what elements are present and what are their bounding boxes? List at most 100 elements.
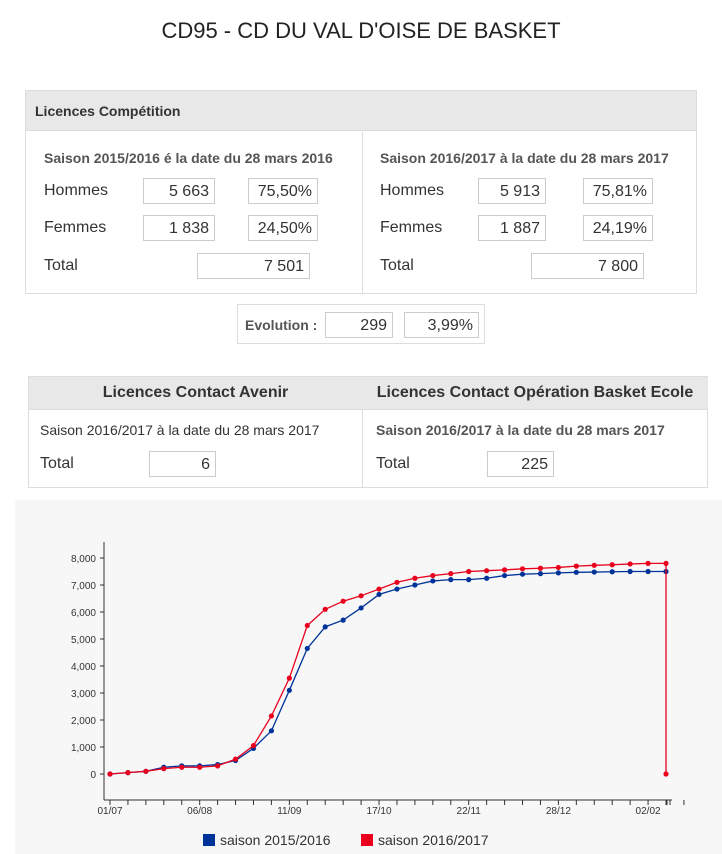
- men-percent-field: 75,50%: [248, 178, 318, 204]
- ecole-cell: Saison 2016/2017 à la date du 28 mars 20…: [362, 409, 708, 488]
- y-tick-label: 2,000: [71, 716, 96, 727]
- data-point: [394, 579, 400, 585]
- data-point: [412, 575, 418, 581]
- data-point: [484, 575, 490, 581]
- data-point: [627, 568, 633, 575]
- data-point: [573, 569, 579, 575]
- contact-panel: Licences Contact Avenir Licences Contact…: [28, 376, 708, 488]
- legend-swatch-2016: [361, 834, 373, 846]
- data-point: [466, 577, 472, 583]
- y-tick-label: 3,000: [71, 689, 96, 700]
- data-point: [286, 687, 292, 693]
- total-field: 7 501: [197, 253, 310, 279]
- data-point: [484, 568, 490, 574]
- data-point: [143, 768, 149, 774]
- competition-header: Licences Compétition: [26, 91, 696, 131]
- data-point: [322, 606, 328, 612]
- data-point: [466, 568, 472, 575]
- x-tick-label: 01/07: [97, 806, 122, 817]
- season-2015-title: Saison 2015/2016 é la date du 28 mars 20…: [44, 150, 333, 166]
- avenir-total-field: 6: [149, 451, 216, 477]
- data-point: [286, 675, 292, 681]
- women-label: Femmes: [380, 219, 443, 236]
- data-point: [591, 569, 597, 575]
- women-count-field: 1 838: [143, 215, 215, 241]
- data-point: [179, 764, 185, 770]
- evolution-label: Evolution :: [245, 317, 318, 333]
- avenir-total-label: Total: [40, 455, 74, 472]
- data-point: [304, 645, 310, 652]
- x-tick-label: 06/08: [187, 806, 212, 817]
- y-tick-label: 8,000: [71, 554, 96, 565]
- women-count-field: 1 887: [478, 215, 546, 241]
- data-point: [448, 571, 454, 577]
- data-point: [268, 728, 275, 734]
- chart-area: [15, 500, 722, 854]
- data-point: [394, 586, 400, 592]
- legend-swatch-2015: [203, 834, 215, 846]
- season-2016-title: Saison 2016/2017 à la date du 28 mars 20…: [380, 150, 669, 166]
- competition-panel: Licences Compétition Saison 2015/2016 é …: [25, 90, 697, 294]
- legend-label-2016: saison 2016/2017: [378, 832, 489, 848]
- y-tick-label: 4,000: [71, 662, 96, 673]
- x-tick-label: 02/02: [636, 806, 661, 817]
- data-point: [376, 591, 382, 598]
- data-point: [627, 561, 633, 567]
- data-point: [161, 766, 167, 772]
- data-point: [663, 560, 669, 567]
- data-point: [430, 578, 436, 584]
- avenir-season: Saison 2016/2017 à la date du 28 mars 20…: [40, 422, 320, 438]
- men-percent-field: 75,81%: [583, 178, 653, 204]
- data-point: [501, 567, 508, 573]
- evolution-box: Evolution : 299 3,99%: [237, 304, 485, 344]
- women-percent-field: 24,50%: [248, 215, 318, 241]
- legend-item-2015[interactable]: saison 2015/2016: [203, 832, 331, 848]
- data-point: [573, 563, 579, 569]
- y-tick-label: 7,000: [71, 581, 96, 592]
- data-point: [358, 593, 364, 599]
- women-percent-field: 24,19%: [583, 215, 653, 241]
- data-point: [609, 562, 615, 568]
- data-point: [555, 570, 561, 576]
- data-point: [645, 560, 651, 567]
- x-tick-label: 17/10: [367, 806, 392, 817]
- data-point: [537, 565, 544, 571]
- x-tick-label: 28/12: [546, 806, 571, 817]
- men-label: Hommes: [44, 182, 109, 199]
- data-point: [430, 572, 436, 579]
- data-point: [412, 582, 418, 588]
- series-line-1: [109, 562, 667, 775]
- men-count-field: 5 663: [143, 178, 215, 204]
- legend-item-2016[interactable]: saison 2016/2017: [361, 832, 489, 848]
- avenir-cell: Saison 2016/2017 à la date du 28 mars 20…: [29, 409, 362, 488]
- data-point: [107, 771, 113, 777]
- data-point: [322, 624, 328, 630]
- data-point: [537, 571, 544, 577]
- total-label: Total: [44, 257, 78, 274]
- data-point: [215, 763, 221, 769]
- data-point: [304, 622, 310, 629]
- data-point: [340, 598, 346, 604]
- page-title: CD95 - CD DU VAL D'OISE DE BASKET: [161, 18, 561, 43]
- men-label: Hommes: [380, 182, 445, 199]
- ecole-season: Saison 2016/2017 à la date du 28 mars 20…: [376, 422, 665, 438]
- data-point: [250, 743, 257, 749]
- total-field: 7 800: [531, 253, 644, 279]
- data-point: [645, 568, 651, 575]
- data-point: [663, 771, 669, 777]
- evolution-percent-field: 3,99%: [404, 312, 479, 338]
- season-2016-column: Saison 2016/2017 à la date du 28 mars 20…: [362, 132, 697, 294]
- season-2015-column: Saison 2015/2016 é la date du 28 mars 20…: [26, 132, 362, 294]
- data-point: [197, 764, 203, 770]
- series-line-0: [109, 570, 666, 775]
- data-point: [268, 713, 275, 719]
- data-point: [591, 562, 597, 568]
- x-tick-label: 11/09: [277, 806, 302, 817]
- ecole-total-field: 225: [487, 451, 554, 477]
- ecole-header: Licences Contact Opération Basket Ecole: [362, 377, 708, 409]
- y-tick-label: 6,000: [71, 608, 96, 619]
- data-point: [501, 572, 508, 579]
- evolution-count-field: 299: [325, 312, 393, 338]
- data-point: [448, 577, 454, 583]
- data-point: [376, 586, 382, 592]
